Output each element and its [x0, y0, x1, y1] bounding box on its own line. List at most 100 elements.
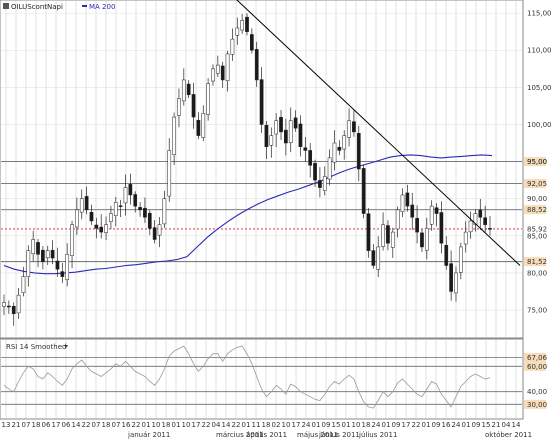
candle-body	[274, 120, 279, 135]
x-day-label: 09	[472, 421, 481, 429]
x-day-label: 02	[272, 421, 281, 429]
x-month-label: május 2011	[297, 431, 338, 439]
candle-body	[347, 120, 351, 138]
candle-body	[31, 239, 36, 254]
ticker-swatch	[3, 3, 9, 9]
candle-body	[84, 196, 89, 211]
y-axis: 75,00 80,00 85,00 90,00 95,00 100,00 105,00 110…	[527, 10, 552, 315]
candle-body	[79, 198, 84, 213]
candle-body	[143, 207, 147, 218]
x-day-label: 01	[242, 421, 251, 429]
x-day-label: 07	[112, 421, 121, 429]
candle-body	[264, 124, 269, 147]
candle-body	[230, 38, 235, 55]
candle-body	[157, 224, 162, 236]
rsi-level-badge	[524, 361, 546, 371]
level-label: 81,52	[527, 258, 547, 266]
candle-body	[410, 204, 415, 218]
level-badge	[524, 257, 546, 267]
candle-body	[177, 98, 181, 116]
x-day-label: 21	[12, 421, 21, 429]
candle-body	[75, 209, 79, 228]
candle-body	[94, 224, 99, 229]
x-day-label: 09	[322, 421, 331, 429]
candle-body	[376, 246, 381, 270]
x-day-label: 01	[382, 421, 391, 429]
x-day-label: 10	[152, 421, 161, 429]
candle-body	[211, 68, 215, 82]
x-day-label: 24	[452, 421, 461, 429]
x-month-label: április 2011	[246, 431, 287, 439]
x-axis: 13 21 07 18 06 17 06 14 22 07 18 07 16 22 01 10 18 01 10 17…	[2, 421, 532, 439]
x-day-label: 09	[392, 421, 401, 429]
candle-body	[288, 120, 293, 143]
candle-body	[434, 207, 439, 214]
x-day-label: 13	[2, 421, 11, 429]
candle-body	[45, 250, 50, 258]
candle-body	[181, 79, 186, 102]
trendline-path	[236, 0, 521, 266]
candle-body	[250, 34, 254, 51]
candle-body	[240, 20, 244, 31]
candle-body	[342, 135, 347, 150]
x-day-label: 01	[142, 421, 151, 429]
x-day-label: 18	[262, 421, 271, 429]
x-day-label: 04	[212, 421, 221, 429]
candle-body	[337, 146, 342, 151]
candle-body	[371, 250, 376, 266]
candle-body	[259, 79, 264, 125]
candle-body	[11, 306, 16, 314]
dropdown-icon[interactable]	[64, 345, 68, 348]
x-day-label: 24	[302, 421, 311, 429]
candle-body	[386, 225, 390, 244]
level-label: 85,92	[527, 225, 547, 233]
x-day-label: 18	[362, 421, 371, 429]
candle-body	[2, 302, 6, 307]
candle-body	[424, 228, 429, 251]
candle-body	[308, 150, 313, 166]
rsi-label: RSI 14 Smoothed	[6, 343, 67, 351]
x-day-label: 16	[442, 421, 451, 429]
trendline	[236, 0, 521, 266]
candle-body	[220, 65, 225, 81]
x-day-label: 01	[342, 421, 351, 429]
x-day-label: 17	[292, 421, 301, 429]
rsi-level-badge	[524, 352, 546, 362]
x-day-label: 14	[222, 421, 231, 429]
level-badge	[524, 178, 546, 188]
candle-body	[191, 94, 196, 118]
candle-body	[454, 272, 458, 294]
y-tick-label: 100,00	[527, 121, 552, 129]
rsi-panel-frame	[0, 338, 524, 420]
candle-body	[128, 184, 133, 196]
candle-body	[478, 209, 483, 218]
candle-body	[395, 209, 400, 230]
candle-body	[65, 254, 70, 280]
candle-body	[313, 163, 317, 181]
x-day-label: 24	[372, 421, 381, 429]
candle-body	[298, 123, 303, 147]
candle-body	[429, 205, 434, 225]
x-day-label: 14	[512, 421, 521, 429]
rsi-level-label: 67,06	[527, 354, 548, 362]
candle-body	[16, 294, 21, 314]
x-day-label: 06	[62, 421, 71, 429]
x-day-label: 11	[252, 421, 261, 429]
candles	[2, 13, 492, 326]
x-month-label: március 2011	[216, 431, 264, 439]
candle-body	[109, 213, 113, 222]
ma-swatch	[82, 5, 87, 7]
y-tick-label: 85,00	[527, 232, 547, 240]
level-label: 92,05	[527, 180, 547, 188]
candle-body	[381, 224, 385, 247]
level-label: 88,52	[527, 206, 547, 214]
rsi-level-badge	[524, 399, 546, 409]
x-day-label: 06	[42, 421, 51, 429]
y-tick-label: 115,00	[527, 10, 552, 18]
x-day-label: 17	[402, 421, 411, 429]
candle-body	[468, 220, 473, 233]
candle-body	[332, 142, 337, 163]
candle-body	[235, 27, 240, 36]
candle-body	[449, 263, 453, 292]
